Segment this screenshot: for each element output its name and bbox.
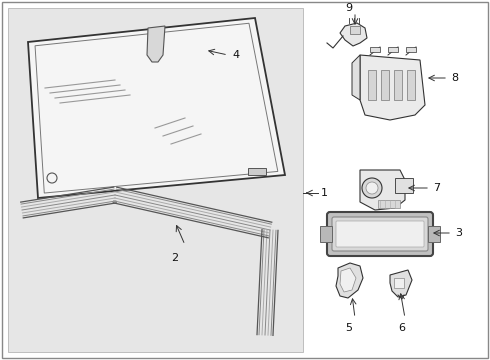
Polygon shape [28, 18, 285, 198]
Circle shape [362, 178, 382, 198]
Bar [394, 278, 404, 288]
Circle shape [366, 182, 378, 194]
Polygon shape [340, 268, 356, 292]
Polygon shape [360, 170, 405, 210]
Polygon shape [336, 263, 363, 298]
FancyBboxPatch shape [332, 217, 428, 251]
Polygon shape [340, 23, 367, 46]
Bar [394, 70, 402, 100]
Bar [248, 168, 266, 175]
Bar [350, 26, 360, 34]
Bar [406, 47, 416, 52]
Polygon shape [360, 55, 425, 120]
Text: 7: 7 [433, 183, 440, 193]
Bar [381, 70, 389, 100]
Bar [378, 200, 400, 208]
Text: 5: 5 [345, 323, 352, 333]
Bar [407, 70, 415, 100]
Polygon shape [390, 270, 412, 297]
Text: 3: 3 [455, 228, 462, 238]
Bar [370, 47, 380, 52]
Text: 8: 8 [451, 73, 458, 83]
Bar [428, 226, 440, 242]
Bar [368, 70, 376, 100]
Polygon shape [147, 26, 165, 62]
FancyBboxPatch shape [327, 212, 433, 256]
Bar [320, 226, 332, 242]
Bar [8, 8, 303, 352]
Text: 1: 1 [321, 188, 328, 198]
Polygon shape [352, 55, 360, 100]
Text: 2: 2 [172, 253, 178, 263]
Text: 9: 9 [345, 3, 353, 13]
Text: 4: 4 [232, 50, 239, 60]
Text: 6: 6 [398, 323, 406, 333]
Bar [395, 178, 413, 193]
Bar [388, 47, 398, 52]
FancyBboxPatch shape [336, 221, 424, 247]
